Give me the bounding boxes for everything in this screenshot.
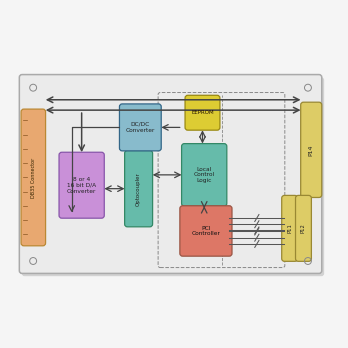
FancyBboxPatch shape [182,144,227,206]
FancyBboxPatch shape [119,104,161,151]
FancyBboxPatch shape [19,74,322,274]
Text: P14: P14 [309,144,314,156]
FancyBboxPatch shape [301,102,322,197]
Text: Optocoupler: Optocoupler [136,172,141,206]
FancyBboxPatch shape [185,95,220,130]
FancyBboxPatch shape [22,77,324,276]
Text: Local
Control
Logic: Local Control Logic [193,167,215,183]
FancyBboxPatch shape [295,196,311,261]
Text: DC/DC
Converter: DC/DC Converter [126,122,155,133]
Text: 8 or 4
16 bit D/A
Converter: 8 or 4 16 bit D/A Converter [67,177,96,193]
Text: DB35 Connector: DB35 Connector [31,157,36,198]
Text: PCI
Controller: PCI Controller [191,226,220,236]
FancyBboxPatch shape [282,196,298,261]
Text: P12: P12 [301,223,306,233]
Text: EEPROM: EEPROM [191,110,214,115]
Text: P11: P11 [287,223,292,233]
FancyBboxPatch shape [125,151,152,227]
FancyBboxPatch shape [21,109,46,246]
FancyBboxPatch shape [59,152,104,218]
FancyBboxPatch shape [180,206,232,256]
